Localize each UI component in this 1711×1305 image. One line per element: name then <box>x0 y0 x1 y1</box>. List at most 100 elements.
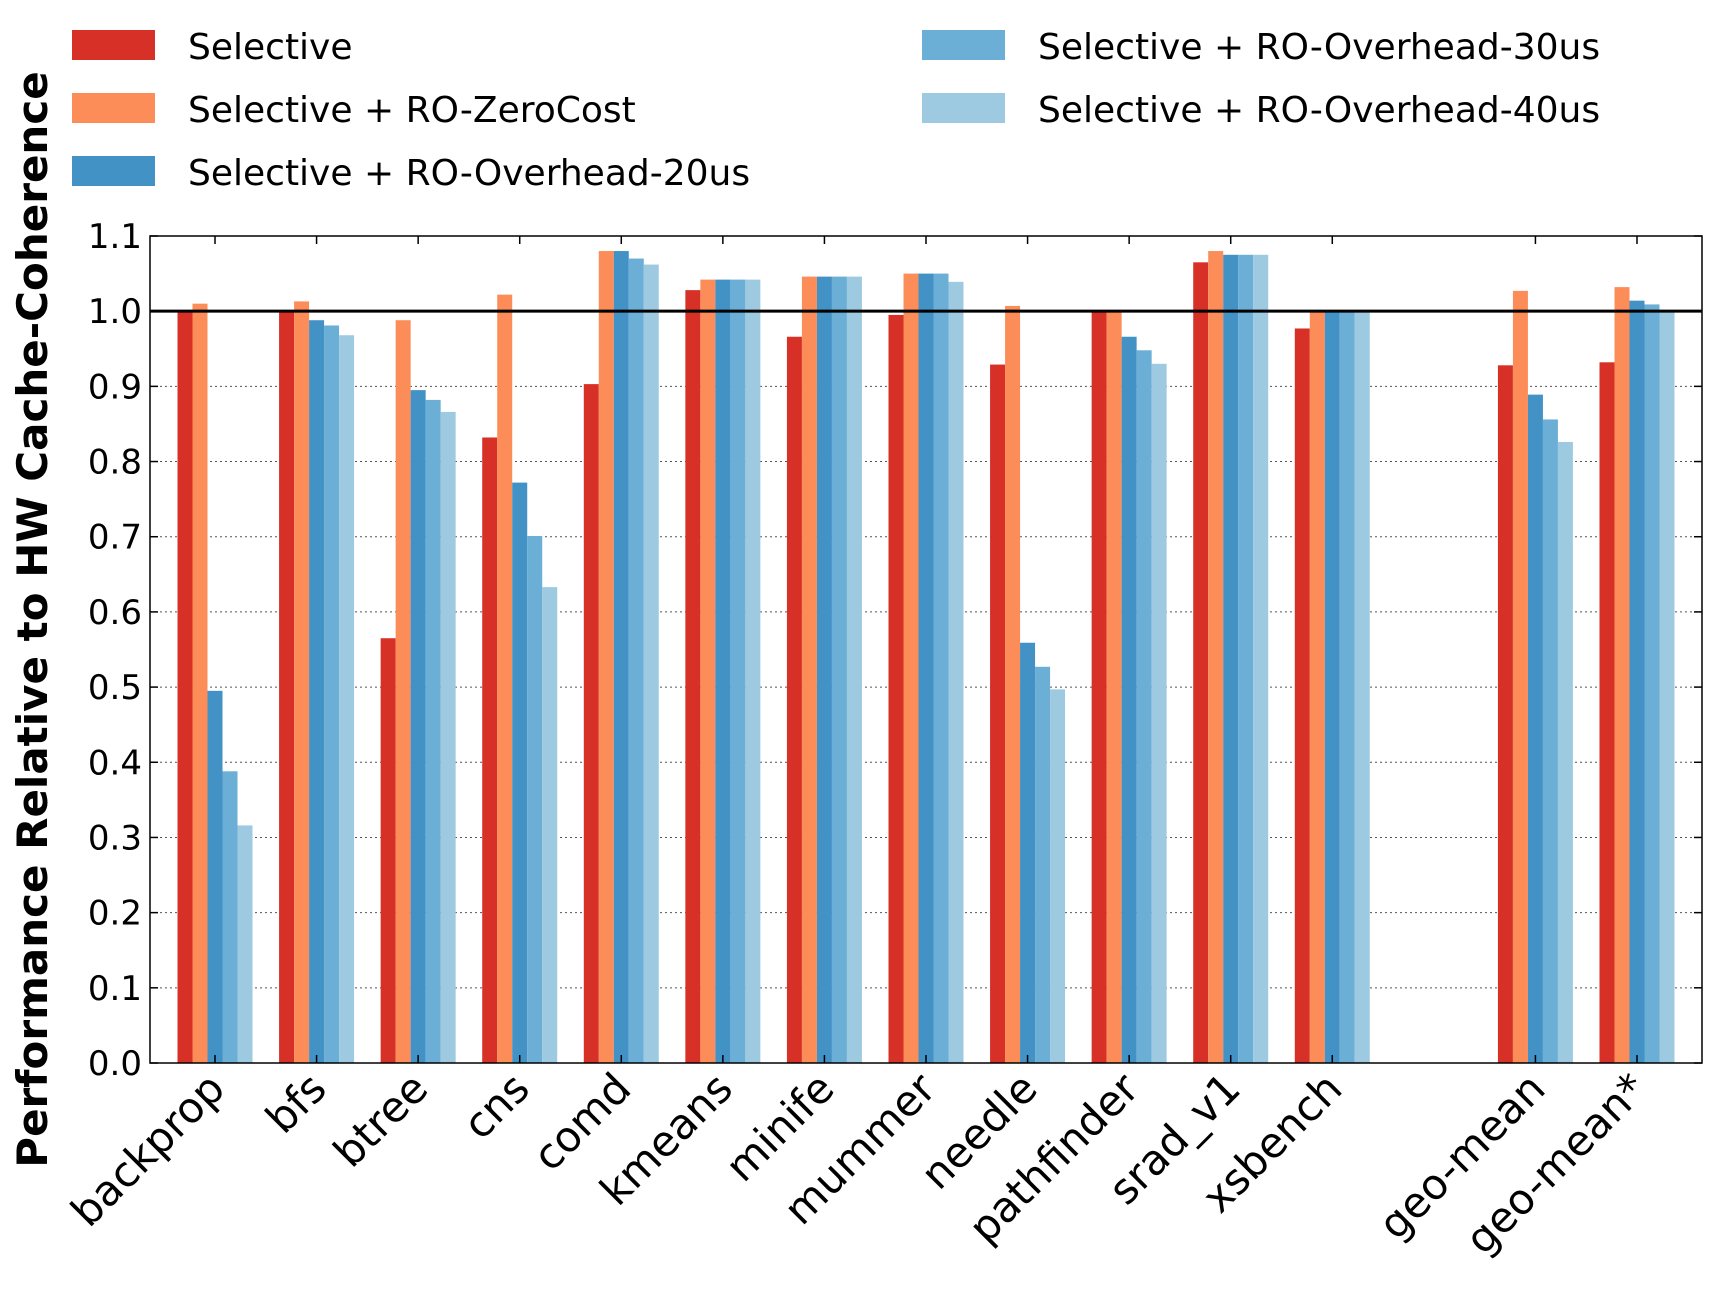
legend-label: Selective + RO-ZeroCost <box>188 90 636 131</box>
bar <box>888 314 904 1063</box>
y-tick-label: 0.0 <box>88 1044 142 1084</box>
bar <box>628 258 644 1063</box>
x-tick-label: btree <box>324 1063 437 1176</box>
bar <box>324 325 340 1063</box>
legend-label: Selective + RO-Overhead-30us <box>1038 27 1600 68</box>
bar <box>1542 419 1558 1064</box>
bar <box>846 276 862 1064</box>
bar <box>801 276 817 1064</box>
bar <box>918 273 934 1063</box>
bar <box>1106 311 1122 1063</box>
bar <box>598 251 614 1063</box>
bar <box>1557 441 1573 1063</box>
y-tick-label: 1.1 <box>88 217 142 257</box>
y-axis-label: Performance Relative to HW Cache-Coheren… <box>8 71 57 1167</box>
bar <box>685 290 701 1063</box>
y-tick-label: 0.1 <box>88 969 142 1009</box>
y-axis-ticks: 0.0 0.1 0.2 0.3 0.4 0.5 0.6 0.7 0.8 0.9 1.0 1.1 <box>88 217 1702 1084</box>
y-tick-label: 0.3 <box>88 818 142 858</box>
bars <box>177 251 1675 1064</box>
bar <box>903 273 919 1063</box>
bar <box>816 276 832 1064</box>
legend-swatch <box>72 93 155 123</box>
bar <box>1136 350 1152 1063</box>
x-tick-label: cns <box>454 1063 539 1148</box>
legend: Selective Selective + RO-ZeroCost Selectiv… <box>72 27 1600 194</box>
legend-swatch <box>72 156 155 186</box>
bar <box>1354 311 1370 1063</box>
bar <box>1091 311 1107 1063</box>
bar <box>831 276 847 1064</box>
bar <box>1050 689 1066 1063</box>
y-tick-label: 0.7 <box>88 518 142 558</box>
bar <box>279 311 295 1063</box>
bar <box>192 303 208 1063</box>
bar <box>948 281 964 1063</box>
bar <box>613 251 629 1063</box>
bar <box>933 273 949 1063</box>
bar <box>1005 305 1021 1064</box>
bar <box>237 825 253 1063</box>
bar <box>700 279 716 1063</box>
bar <box>425 399 441 1063</box>
bar <box>207 690 223 1063</box>
bar <box>583 384 599 1064</box>
bar <box>1193 262 1209 1064</box>
bar <box>1629 300 1645 1063</box>
bar <box>1294 328 1310 1063</box>
y-tick-label: 0.9 <box>88 367 142 407</box>
bar <box>990 364 1006 1063</box>
bar <box>1309 311 1325 1063</box>
bar <box>1035 666 1051 1063</box>
bar <box>1020 642 1036 1063</box>
bar <box>1223 254 1239 1063</box>
bar <box>1599 362 1615 1064</box>
bar <box>222 771 238 1063</box>
bar <box>1512 290 1528 1064</box>
legend-label: Selective <box>188 27 353 68</box>
legend-swatch <box>922 93 1005 123</box>
bar <box>440 411 456 1064</box>
y-tick-label: 0.4 <box>88 743 142 783</box>
bar <box>395 320 411 1064</box>
legend-swatch <box>72 30 155 60</box>
bar <box>1339 311 1355 1063</box>
bar <box>643 264 659 1063</box>
bar <box>380 638 396 1063</box>
bar <box>1253 254 1269 1063</box>
bar <box>497 294 513 1063</box>
bar <box>1659 311 1675 1063</box>
bar <box>1497 365 1513 1063</box>
bar <box>730 279 746 1063</box>
bar <box>1238 254 1254 1063</box>
bar <box>1151 363 1167 1063</box>
x-tick-label: backprop <box>61 1063 234 1236</box>
bar <box>745 279 761 1063</box>
y-tick-label: 0.8 <box>88 443 142 483</box>
bar <box>1644 304 1660 1063</box>
legend-swatch <box>922 30 1005 60</box>
bar <box>786 336 802 1063</box>
bar <box>527 535 543 1063</box>
bar <box>294 301 310 1063</box>
bar <box>715 279 731 1063</box>
bar <box>410 390 426 1063</box>
y-tick-label: 1.0 <box>88 292 142 332</box>
bar <box>1614 287 1630 1063</box>
bar <box>1208 251 1224 1063</box>
bar <box>542 587 558 1063</box>
y-tick-label: 0.2 <box>88 894 142 934</box>
bar <box>177 311 193 1063</box>
legend-label: Selective + RO-Overhead-40us <box>1038 90 1600 131</box>
bar <box>1324 311 1340 1063</box>
bar <box>339 335 355 1063</box>
bar <box>309 320 325 1064</box>
legend-label: Selective + RO-Overhead-20us <box>188 153 750 194</box>
bar <box>512 482 528 1063</box>
y-tick-label: 0.6 <box>88 593 142 633</box>
y-tick-label: 0.5 <box>88 668 142 708</box>
bar <box>482 437 498 1063</box>
x-tick-label: bfs <box>256 1063 335 1142</box>
bar <box>1527 394 1543 1063</box>
